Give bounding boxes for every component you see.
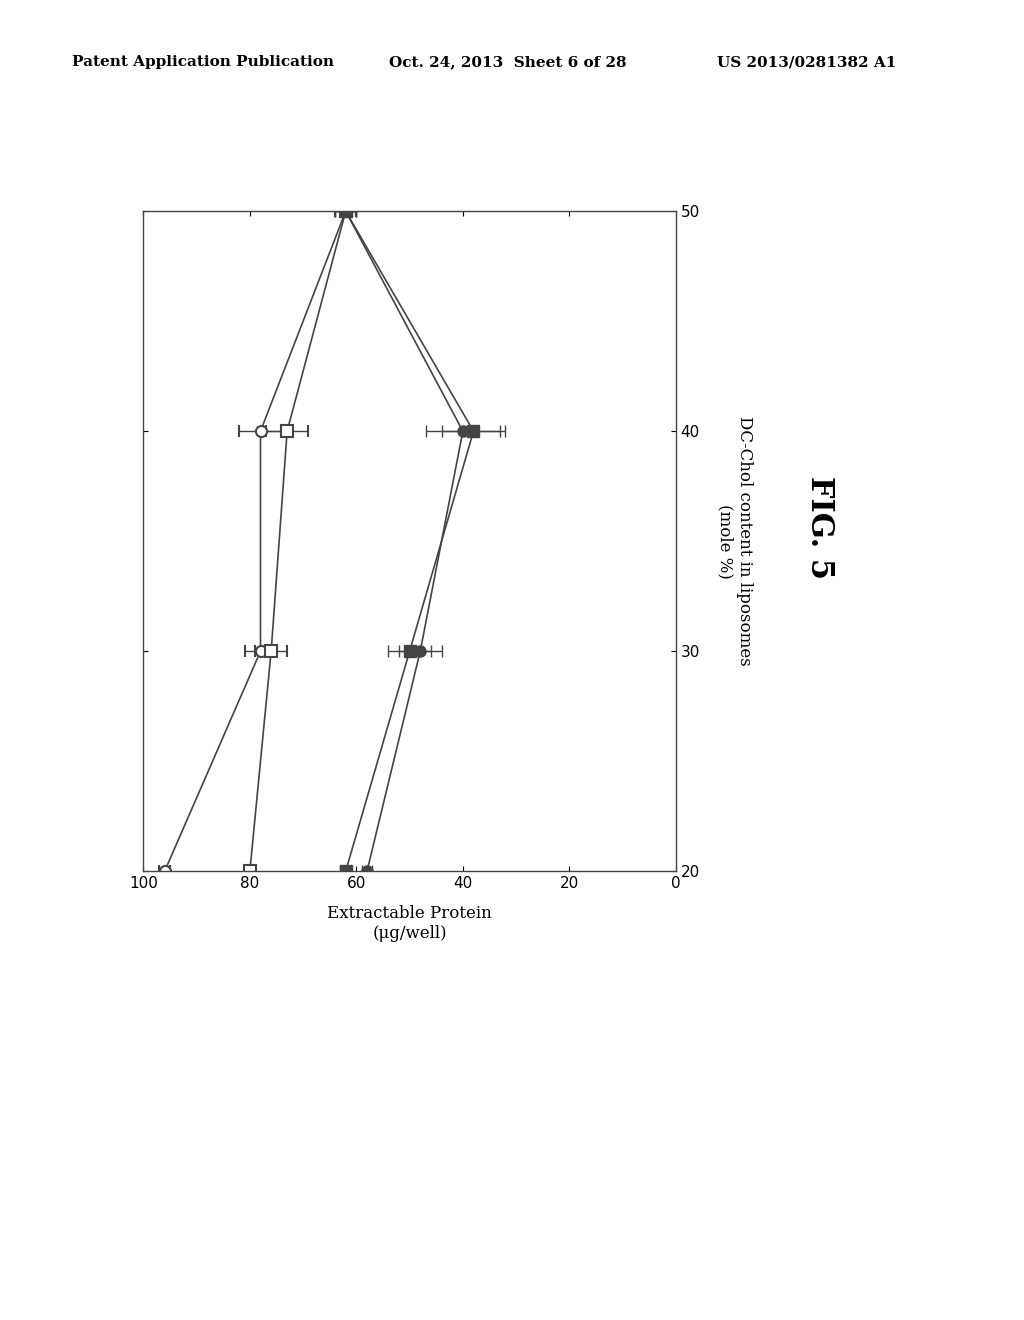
Text: Oct. 24, 2013  Sheet 6 of 28: Oct. 24, 2013 Sheet 6 of 28	[389, 55, 627, 70]
Text: FIG. 5: FIG. 5	[804, 477, 835, 579]
Text: Patent Application Publication: Patent Application Publication	[72, 55, 334, 70]
Text: US 2013/0281382 A1: US 2013/0281382 A1	[717, 55, 896, 70]
X-axis label: Extractable Protein
(μg/well): Extractable Protein (μg/well)	[328, 906, 492, 941]
Y-axis label: DC-Chol content in liposomes
(mole %): DC-Chol content in liposomes (mole %)	[717, 416, 754, 667]
